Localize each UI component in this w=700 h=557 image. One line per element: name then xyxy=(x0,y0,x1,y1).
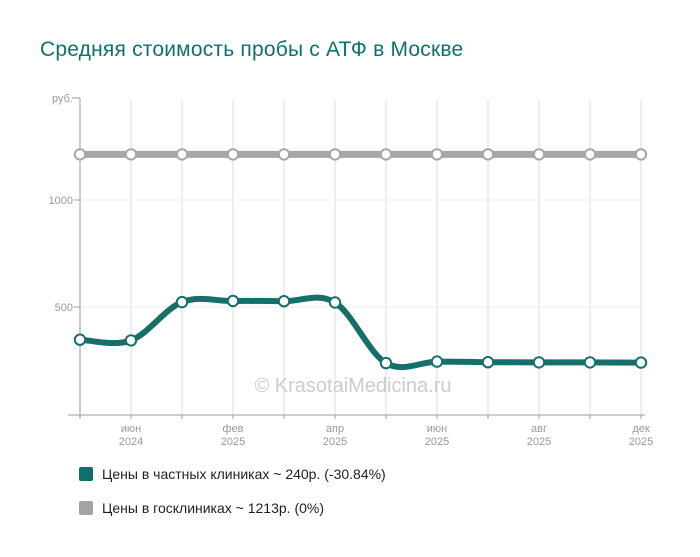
legend-label-state: Цены в госклиниках ~ 1213р. (0%) xyxy=(102,500,325,516)
chart-title: Средняя стоимость пробы с АТФ в Москве xyxy=(40,38,464,61)
data-point-marker-state[interactable] xyxy=(481,148,495,161)
legend-item-state-clinics: Цены в госклиниках ~ 1213р. (0%) xyxy=(79,501,386,515)
data-point-marker-state[interactable] xyxy=(277,148,291,161)
chart-legend: Цены в частных клиниках ~ 240р. (-30.84%… xyxy=(79,467,386,535)
data-point-marker-state[interactable] xyxy=(532,148,546,161)
series-line-private xyxy=(77,294,644,371)
x-tick-label-month: фев xyxy=(222,423,243,435)
x-tick-label-month: июн xyxy=(427,423,447,435)
legend-label-private: Цены в частных клиниках ~ 240р. (-30.84%… xyxy=(102,466,386,482)
data-point-marker-private[interactable] xyxy=(532,356,546,369)
data-point-marker-private[interactable] xyxy=(328,296,342,309)
data-point-marker-private[interactable] xyxy=(379,356,393,370)
data-point-marker-state[interactable] xyxy=(226,148,240,161)
data-point-marker-state[interactable] xyxy=(124,148,138,161)
data-point-marker-state[interactable] xyxy=(634,148,648,161)
data-point-marker-private[interactable] xyxy=(481,356,495,369)
x-tick-label-year: 2025 xyxy=(323,436,347,448)
data-point-marker-private[interactable] xyxy=(634,356,648,369)
data-point-marker-state[interactable] xyxy=(175,148,189,161)
data-point-marker-state[interactable] xyxy=(73,148,87,161)
x-tick-label-month: апр xyxy=(326,423,344,435)
watermark: © KrasotaiMedicina.ru xyxy=(254,375,451,397)
data-point-marker-private[interactable] xyxy=(124,334,138,347)
data-point-marker-private[interactable] xyxy=(583,356,597,369)
x-tick-label-month: июн xyxy=(121,423,141,435)
data-point-marker-state[interactable] xyxy=(328,148,342,161)
data-point-marker-state[interactable] xyxy=(430,148,444,161)
y-tick-label: 1000 xyxy=(49,195,73,207)
data-point-marker-private[interactable] xyxy=(430,355,444,368)
legend-item-private-clinics: Цены в частных клиниках ~ 240р. (-30.84%… xyxy=(79,467,386,481)
y-tick-label: 500 xyxy=(55,302,73,314)
x-tick-label-year: 2025 xyxy=(425,436,449,448)
x-tick-label-month: дек xyxy=(632,423,650,435)
y-axis-unit-label: руб. xyxy=(52,93,73,105)
x-tick-label-year: 2025 xyxy=(527,436,551,448)
x-tick-label-month: авг xyxy=(531,423,547,435)
data-point-marker-private[interactable] xyxy=(73,333,87,346)
x-tick-label-year: 2025 xyxy=(221,436,245,448)
data-point-marker-private[interactable] xyxy=(277,295,291,308)
data-point-marker-state[interactable] xyxy=(583,148,597,161)
data-point-marker-private[interactable] xyxy=(226,294,240,308)
legend-swatch-private-icon xyxy=(79,467,93,481)
data-point-marker-private[interactable] xyxy=(175,295,189,309)
x-tick-label-year: 2025 xyxy=(629,436,653,448)
x-tick-label-year: 2024 xyxy=(119,436,143,448)
data-point-marker-state[interactable] xyxy=(379,148,393,161)
legend-swatch-state-icon xyxy=(79,501,93,515)
